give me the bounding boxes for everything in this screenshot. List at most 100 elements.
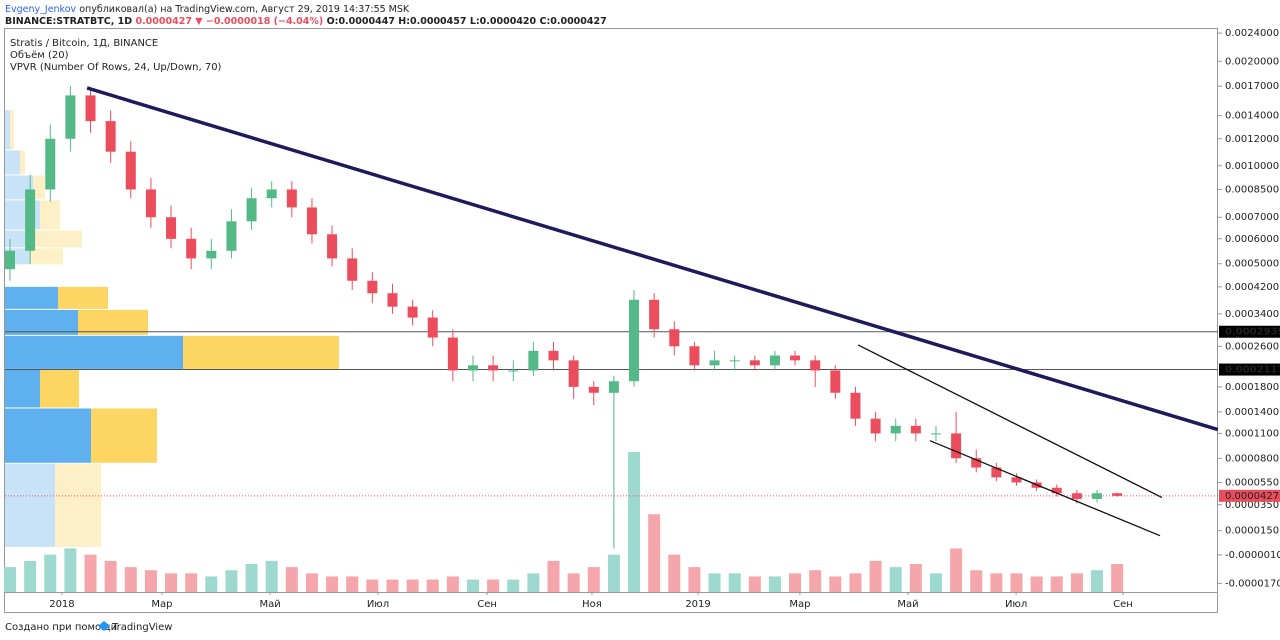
last-price-label: 0.0000427 xyxy=(1225,491,1279,502)
volume-bar xyxy=(970,570,983,592)
volume-bar xyxy=(366,579,379,592)
candle-body xyxy=(971,458,982,468)
volume-bar xyxy=(809,570,822,592)
volume-bar xyxy=(4,567,16,592)
volume-bar xyxy=(1030,576,1043,592)
published: опубликовал(а) на TradingView.com, Авгус… xyxy=(79,4,410,15)
candle-body xyxy=(206,250,217,259)
trendline xyxy=(857,344,1163,499)
candle-body xyxy=(85,95,96,122)
candle-body xyxy=(910,425,921,434)
footer-text: Создано при помощи xyxy=(5,622,117,633)
volume-bar xyxy=(547,560,560,592)
legend-item: VPVR (Number Of Rows, 24, Up/Down, 70) xyxy=(10,62,222,73)
volume-bar xyxy=(728,573,741,592)
volume-bar xyxy=(185,573,198,592)
level-marker xyxy=(1219,325,1280,338)
vpvr-down xyxy=(35,230,82,248)
y-tick-label: 0.0001100 xyxy=(1225,428,1279,439)
last-price-marker xyxy=(1219,489,1280,502)
x-tick-label: Ноя xyxy=(582,599,602,610)
y-tick-label: 0.0014000 xyxy=(1225,111,1279,122)
vpvr-down xyxy=(78,309,148,335)
volume-bar xyxy=(668,554,681,592)
y-tick-label: 0.0000800 xyxy=(1225,453,1279,464)
trendline xyxy=(929,440,1161,537)
volume-bar xyxy=(708,573,721,592)
volume-bar xyxy=(165,573,178,592)
level-marker xyxy=(1219,363,1280,376)
candle-body xyxy=(769,355,780,366)
candle-body xyxy=(226,221,237,251)
candle-body xyxy=(629,299,640,382)
candle-body xyxy=(749,360,760,366)
candle-body xyxy=(790,355,801,361)
vpvr-up xyxy=(5,335,183,369)
price: 0.0000427 xyxy=(135,16,192,27)
y-tick-label: 0.0010000 xyxy=(1225,161,1279,172)
volume-bar xyxy=(305,573,318,592)
candle-body xyxy=(951,433,962,459)
volume-bar xyxy=(346,576,359,592)
volume-bar xyxy=(929,573,942,592)
y-tick-label: 0.0017000 xyxy=(1225,81,1279,92)
ohlc: H:0.0000457 xyxy=(398,16,466,27)
volume-bar xyxy=(648,514,661,592)
candle-body xyxy=(166,217,177,239)
ohlc: C:0.0000427 xyxy=(539,16,606,27)
logo xyxy=(98,621,110,631)
candle-body xyxy=(548,350,559,361)
volume-bar xyxy=(466,579,479,592)
volume-bar xyxy=(326,576,339,592)
plot-frame xyxy=(4,28,1218,613)
level-label: 0.0002939 xyxy=(1225,327,1280,338)
volume-bar xyxy=(768,576,781,592)
volume-bar xyxy=(748,576,761,592)
volume-bar xyxy=(285,567,298,592)
candle-body xyxy=(105,121,116,152)
volume-bar xyxy=(225,570,238,592)
candle-body xyxy=(689,346,700,366)
volume-bar xyxy=(124,567,137,592)
volume-bar xyxy=(144,570,157,592)
vpvr-up xyxy=(5,408,91,463)
candle-body xyxy=(125,151,136,190)
y-tick-label: 0.0001800 xyxy=(1225,382,1279,393)
y-tick-label: 0.0004200 xyxy=(1225,282,1279,293)
volume-bar xyxy=(245,564,258,592)
candle-body xyxy=(890,425,901,434)
x-tick-label: Мар xyxy=(789,599,810,610)
y-tick-label: 0.0020000 xyxy=(1225,56,1279,67)
volume-bar xyxy=(265,560,278,592)
ohlc: O:0.0000447 xyxy=(327,16,395,27)
volume-bar xyxy=(567,573,580,592)
candle-body xyxy=(186,238,197,259)
candle-body xyxy=(488,365,499,371)
candle-body xyxy=(1011,477,1022,483)
candle-body xyxy=(669,329,680,347)
vpvr-down xyxy=(58,286,108,309)
candle-body xyxy=(467,365,478,371)
user[interactable]: Evgeny_Jenkov xyxy=(5,4,77,15)
x-tick-label: Мар xyxy=(151,599,172,610)
y-tick-label: 0.0006000 xyxy=(1225,234,1279,245)
header-line: Evgeny_Jenkov опубликовал(а) на TradingV… xyxy=(5,4,410,15)
footer-brand[interactable]: TradingView xyxy=(111,622,172,633)
volume-bar xyxy=(426,579,439,592)
level-label: 0.0002117 xyxy=(1225,365,1280,376)
candle-body xyxy=(870,418,881,434)
volume-bar xyxy=(889,567,902,592)
y-tick-label: 0.0000350 xyxy=(1225,500,1279,511)
x-tick-label: Май xyxy=(897,599,918,610)
candle-body xyxy=(306,207,317,235)
candle-body xyxy=(810,360,821,371)
candle-body xyxy=(1051,487,1062,494)
candle-body xyxy=(387,293,398,307)
vpvr-down xyxy=(10,110,14,150)
candle-body xyxy=(991,467,1002,478)
candle-body xyxy=(608,381,619,393)
candle-body xyxy=(649,299,660,330)
y-tick-label: 0.0007000 xyxy=(1225,212,1279,223)
volume-bar xyxy=(587,567,600,592)
